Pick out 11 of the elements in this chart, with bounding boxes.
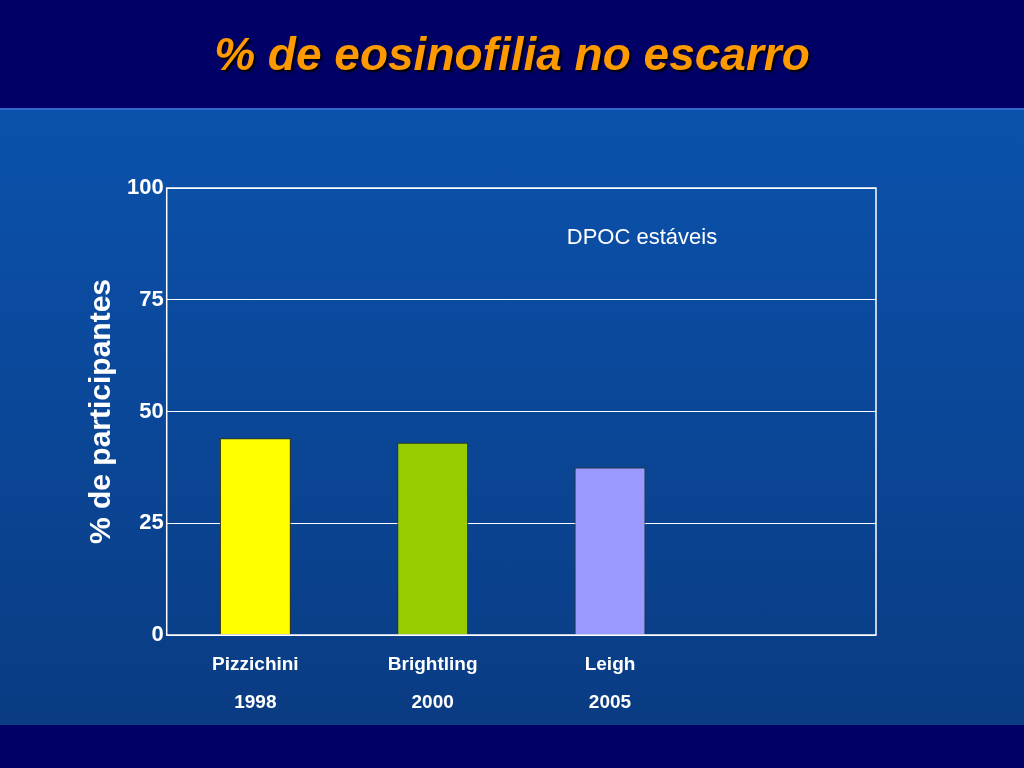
x-tick-label: Leigh 2005 [584,653,636,713]
y-tick-label: 75 [139,285,164,311]
annotation: DPOC estáveis [566,224,718,250]
y-tick-label: 25 [139,509,164,535]
x-tick-label: Pizzichini 1998 [212,653,299,713]
y-tick-label: 0 [151,621,164,647]
x-tick-label: Brightling 2000 [387,653,478,713]
y-axis-title: % de participantes [83,278,117,545]
y-tick-label: 100 [126,174,164,200]
y-tick-label: 50 [139,397,164,423]
chart-title: % de eosinofilia no escarro [214,27,810,81]
